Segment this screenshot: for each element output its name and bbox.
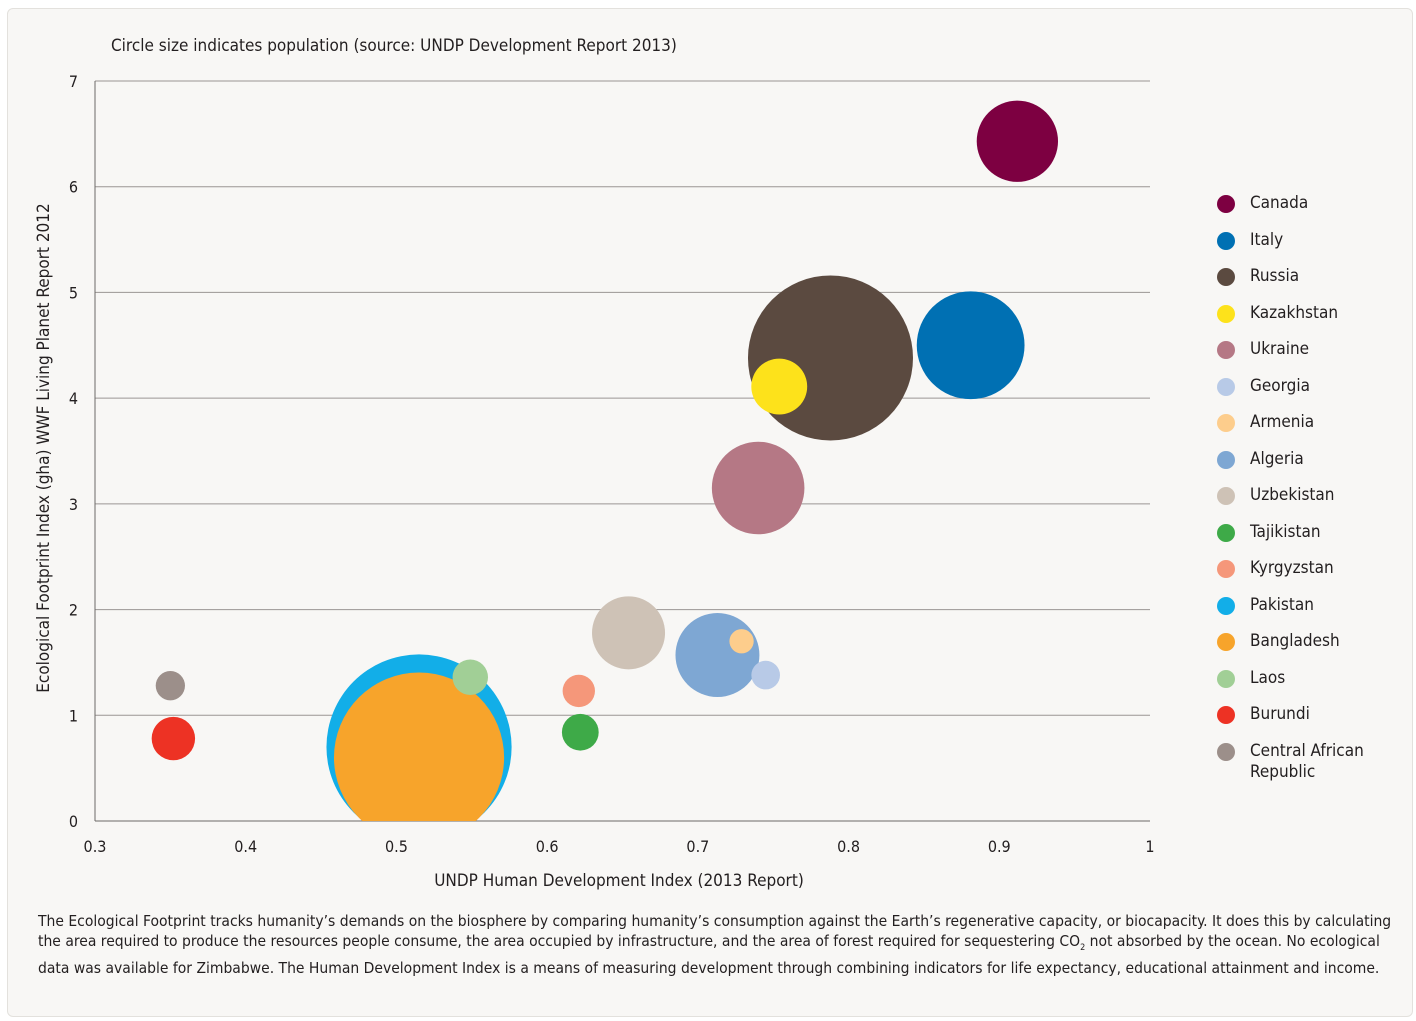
caption: The Ecological Footprint tracks humanity… bbox=[38, 911, 1398, 978]
legend-label: Tajikistan bbox=[1250, 521, 1321, 542]
bubble-burundi bbox=[151, 716, 196, 761]
y-tick-label: 1 bbox=[69, 706, 78, 725]
legend-label: Algeria bbox=[1250, 448, 1304, 469]
bubble-ukraine bbox=[711, 441, 805, 535]
legend-label: Laos bbox=[1250, 667, 1286, 688]
legend-item-algeria: Algeria bbox=[1216, 449, 1396, 470]
bubble-armenia bbox=[729, 629, 754, 654]
legend-swatch bbox=[1217, 706, 1235, 724]
bubble-kazakhstan bbox=[751, 358, 808, 415]
legend-item-armenia: Armenia bbox=[1216, 412, 1396, 433]
legend-label: Uzbekistan bbox=[1250, 485, 1335, 505]
legend-item-burundi: Burundi bbox=[1216, 704, 1396, 725]
chart-panel bbox=[7, 8, 1413, 1017]
y-tick-label: 0 bbox=[69, 812, 78, 831]
bubble-uzbekistan bbox=[592, 596, 666, 670]
legend-swatch bbox=[1217, 231, 1235, 250]
legend-label: Kazakhstan bbox=[1250, 302, 1339, 323]
legend-swatch bbox=[1217, 560, 1235, 578]
bubble-italy bbox=[916, 291, 1025, 400]
caption-subscript: 2 bbox=[1080, 943, 1086, 954]
bubble-georgia bbox=[751, 660, 780, 690]
bubble-russia bbox=[747, 275, 913, 441]
legend-swatch bbox=[1217, 596, 1235, 615]
legend-item-tajikistan: Tajikistan bbox=[1216, 522, 1396, 543]
y-tick-label: 2 bbox=[69, 601, 78, 620]
x-tick-label: 0.9 bbox=[988, 837, 1011, 856]
legend-label: Canada bbox=[1250, 193, 1309, 213]
legend-label: Georgia bbox=[1250, 375, 1310, 396]
legend-swatch bbox=[1217, 268, 1235, 286]
bubble-central-african-republic bbox=[155, 671, 185, 701]
y-tick-label: 5 bbox=[69, 283, 78, 302]
y-axis-label: Ecological Footprint Index (gha) WWF Liv… bbox=[34, 203, 54, 693]
y-tick-label: 7 bbox=[69, 72, 78, 91]
legend-item-georgia: Georgia bbox=[1216, 376, 1396, 397]
legend-swatch bbox=[1217, 341, 1235, 359]
axes bbox=[94, 81, 1150, 822]
bubble-algeria bbox=[675, 613, 760, 697]
legend-item-uzbekistan: Uzbekistan bbox=[1216, 485, 1396, 506]
legend-swatch bbox=[1217, 742, 1235, 761]
legend-item-kyrgyzstan: Kyrgyzstan bbox=[1216, 558, 1396, 579]
legend-swatch bbox=[1217, 195, 1235, 213]
legend-swatch bbox=[1217, 450, 1235, 469]
legend-label: Italy bbox=[1250, 229, 1284, 250]
legend-swatch bbox=[1217, 487, 1235, 505]
bubble-tajikistan bbox=[561, 713, 599, 751]
legend-item-laos: Laos bbox=[1216, 668, 1396, 689]
bubble-canada bbox=[976, 100, 1059, 182]
y-tick-label: 3 bbox=[69, 495, 78, 514]
legend-label: Ukraine bbox=[1250, 339, 1310, 359]
legend-label: Burundi bbox=[1250, 704, 1310, 724]
caption-text-2: not absorbed by the ocean. No ecological… bbox=[38, 932, 1380, 978]
legend-swatch bbox=[1217, 304, 1235, 323]
x-tick-label: 1 bbox=[1145, 837, 1154, 856]
legend-item-russia: Russia bbox=[1216, 266, 1396, 287]
x-axis-label: UNDP Human Development Index (2013 Repor… bbox=[434, 871, 804, 891]
legend-swatch bbox=[1217, 633, 1235, 651]
legend-swatch bbox=[1217, 523, 1235, 542]
legend-item-ukraine: Ukraine bbox=[1216, 339, 1396, 360]
legend-label: Armenia bbox=[1250, 412, 1315, 432]
x-tick-label: 0.7 bbox=[686, 837, 709, 856]
legend-item-pakistan: Pakistan bbox=[1216, 595, 1396, 616]
x-tick-label: 0.5 bbox=[385, 837, 408, 856]
bubble-kyrgyzstan bbox=[562, 674, 595, 708]
legend: Canada Italy Russia Kazakhstan Ukraine Georgi… bbox=[1216, 193, 1396, 798]
legend-item-canada: Canada bbox=[1216, 193, 1396, 214]
legend-label: Central African Republic bbox=[1250, 740, 1364, 782]
legend-label: Pakistan bbox=[1250, 594, 1314, 615]
tick-labels: 0 1 2 3 4 5 6 7 0.3 0.4 0.5 0.6 0.7 0.8 0.9 1 bbox=[69, 72, 1155, 856]
bubble-laos bbox=[452, 659, 489, 695]
legend-label: Kyrgyzstan bbox=[1250, 558, 1334, 578]
legend-label: Bangladesh bbox=[1250, 631, 1340, 651]
legend-swatch bbox=[1217, 377, 1235, 396]
legend-label: Russia bbox=[1250, 266, 1300, 286]
y-tick-label: 4 bbox=[69, 389, 78, 408]
chart-subtitle: Circle size indicates population (source… bbox=[111, 36, 677, 56]
legend-item-italy: Italy bbox=[1216, 230, 1396, 251]
x-tick-label: 0.4 bbox=[234, 837, 257, 856]
legend-item-bangladesh: Bangladesh bbox=[1216, 631, 1396, 652]
legend-item-kazakhstan: Kazakhstan bbox=[1216, 303, 1396, 324]
legend-swatch bbox=[1217, 414, 1235, 432]
legend-swatch bbox=[1217, 669, 1235, 688]
legend-item-central-african-republic: Central African Republic bbox=[1216, 741, 1396, 783]
x-tick-label: 0.6 bbox=[536, 837, 559, 856]
caption-text-1: The Ecological Footprint tracks humanity… bbox=[38, 912, 1392, 950]
bubbles bbox=[151, 100, 1059, 821]
bubble-bangladesh bbox=[333, 672, 505, 821]
y-tick-label: 6 bbox=[69, 178, 78, 197]
x-tick-label: 0.3 bbox=[84, 837, 107, 856]
x-tick-label: 0.8 bbox=[837, 837, 860, 856]
